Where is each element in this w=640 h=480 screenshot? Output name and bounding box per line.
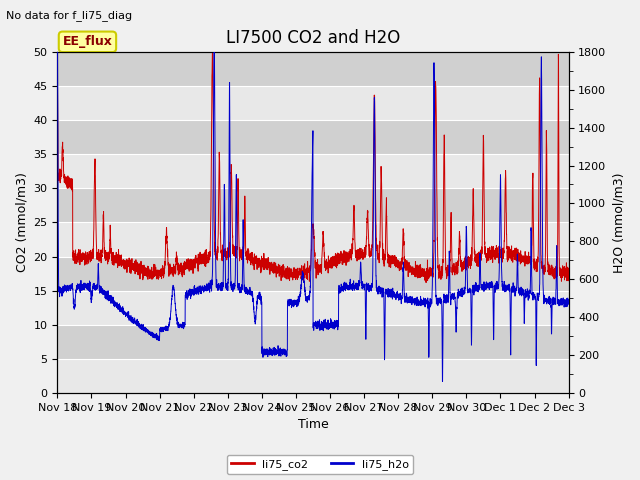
Bar bbox=[58, 325, 568, 359]
Bar bbox=[58, 291, 568, 325]
Y-axis label: H2O (mmol/m3): H2O (mmol/m3) bbox=[612, 172, 625, 273]
Title: LI7500 CO2 and H2O: LI7500 CO2 and H2O bbox=[226, 29, 400, 48]
Bar bbox=[58, 120, 568, 154]
X-axis label: Time: Time bbox=[298, 419, 328, 432]
Bar bbox=[58, 154, 568, 188]
Bar bbox=[58, 257, 568, 291]
Bar bbox=[58, 222, 568, 257]
Bar bbox=[58, 86, 568, 120]
Bar bbox=[58, 359, 568, 393]
Bar bbox=[58, 188, 568, 222]
Y-axis label: CO2 (mmol/m3): CO2 (mmol/m3) bbox=[15, 172, 28, 272]
Text: EE_flux: EE_flux bbox=[63, 36, 113, 48]
Legend: li75_co2, li75_h2o: li75_co2, li75_h2o bbox=[227, 455, 413, 474]
Bar bbox=[58, 52, 568, 86]
Text: No data for f_li75_diag: No data for f_li75_diag bbox=[6, 10, 132, 21]
